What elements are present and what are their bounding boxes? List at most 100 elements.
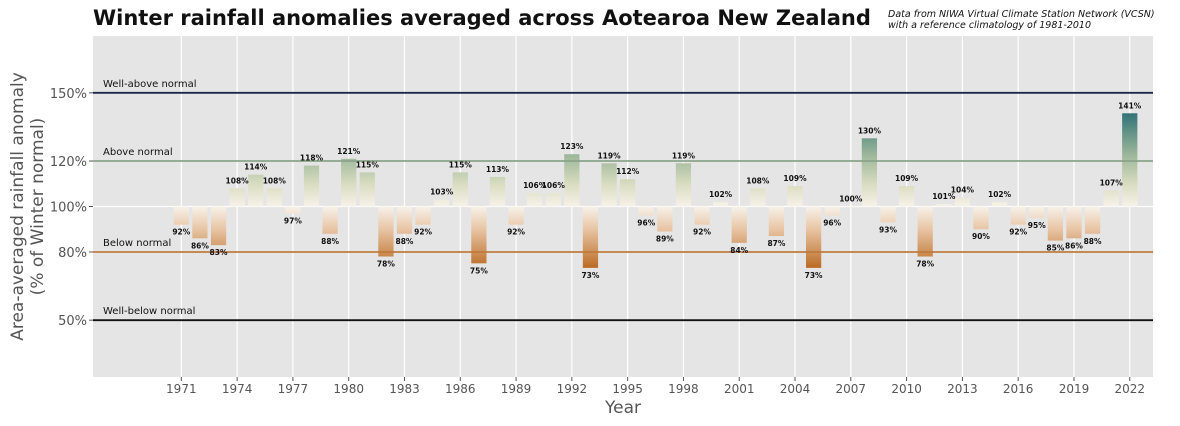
data-label-1999: 92%	[693, 228, 711, 237]
reference-label-2: Below normal	[103, 238, 171, 249]
data-label-1984: 92%	[414, 228, 432, 237]
x-tick-label-2013: 2013	[947, 382, 978, 396]
data-label-1979: 88%	[321, 237, 339, 246]
x-tick-label-1971: 1971	[166, 382, 197, 396]
bar-1992	[564, 154, 580, 207]
bar-2010	[898, 186, 915, 207]
data-label-2000: 102%	[709, 190, 733, 199]
bar-2001	[731, 206, 747, 243]
chart-title: Winter rainfall anomalies averaged acros…	[93, 6, 871, 30]
bar-2006	[824, 206, 840, 216]
data-label-2003: 87%	[767, 239, 785, 248]
x-tick-label-1992: 1992	[557, 382, 588, 396]
bar-2016	[1010, 206, 1026, 225]
bar-1983	[396, 206, 413, 234]
bar-2007	[843, 206, 859, 208]
x-tick-label-1980: 1980	[333, 382, 364, 396]
data-label-1987: 75%	[470, 266, 488, 275]
bar-2019	[1066, 206, 1082, 239]
data-label-1996: 96%	[637, 219, 655, 228]
bar-1999	[694, 206, 710, 225]
data-label-2004: 109%	[783, 174, 807, 183]
data-label-1978: 118%	[300, 154, 324, 163]
bar-1975	[248, 174, 264, 207]
source-note-line1: Data from NIWA Virtual Climate Station N…	[888, 9, 1155, 20]
bar-1984	[415, 206, 431, 225]
data-label-1976: 108%	[263, 176, 287, 185]
data-label-2015: 102%	[988, 190, 1012, 199]
x-tick-label-2001: 2001	[724, 382, 755, 396]
data-label-2002: 108%	[746, 176, 770, 185]
bar-1980	[341, 158, 357, 207]
bar-1987	[471, 206, 487, 264]
data-label-2012: 101%	[932, 192, 956, 201]
bar-1989	[508, 206, 524, 225]
bar-1986	[452, 172, 468, 207]
data-label-2006: 96%	[823, 219, 841, 228]
x-tick-label-2022: 2022	[1114, 382, 1145, 396]
reference-label-0: Well-above normal	[103, 79, 197, 90]
y-tick-label-4: 50%	[58, 314, 87, 329]
bar-1993	[582, 206, 599, 268]
x-tick-label-1974: 1974	[222, 382, 253, 396]
bar-1974	[229, 188, 245, 207]
bar-2013	[954, 197, 971, 207]
x-tick-label-1995: 1995	[612, 382, 643, 396]
data-label-1982: 78%	[377, 260, 395, 269]
bar-2009	[880, 206, 896, 223]
bar-1991	[545, 192, 561, 207]
data-label-1974: 108%	[226, 176, 250, 185]
x-axis-title: Year	[604, 398, 641, 418]
data-label-1983: 88%	[396, 237, 414, 246]
data-label-1989: 92%	[507, 228, 525, 237]
y-tick-label-1: 120%	[50, 155, 87, 170]
data-label-1995: 112%	[616, 167, 640, 176]
bar-1998	[675, 163, 692, 207]
data-label-1986: 115%	[449, 160, 473, 169]
bar-1996	[638, 206, 654, 216]
x-tick-label-1989: 1989	[501, 382, 532, 396]
bar-1995	[620, 179, 636, 207]
data-label-2010: 109%	[895, 174, 919, 183]
x-tick-label-2007: 2007	[836, 382, 867, 396]
x-tick-label-1977: 1977	[278, 382, 309, 396]
x-tick-label-2010: 2010	[891, 382, 922, 396]
bar-2004	[787, 186, 803, 207]
bar-2015	[991, 201, 1008, 207]
data-label-2021: 107%	[1100, 179, 1124, 188]
data-label-2001: 84%	[730, 246, 748, 255]
bar-1981	[359, 172, 375, 207]
bar-1971	[173, 206, 189, 225]
data-label-2018: 85%	[1046, 244, 1064, 253]
y-tick-label-3: 80%	[58, 246, 87, 261]
bar-1982	[378, 206, 394, 257]
data-label-1972: 86%	[191, 241, 209, 250]
x-tick-label-2019: 2019	[1059, 382, 1090, 396]
data-label-1973: 83%	[210, 248, 228, 257]
bar-1994	[601, 163, 617, 207]
bar-2020	[1084, 206, 1101, 234]
x-tick-label-2004: 2004	[780, 382, 811, 396]
data-label-1990: 106%	[523, 181, 547, 190]
data-label-2022: 141%	[1118, 101, 1142, 110]
bar-2022	[1122, 113, 1138, 207]
bar-2008	[861, 138, 878, 207]
data-label-1981: 115%	[356, 160, 380, 169]
data-label-1980: 121%	[337, 147, 361, 156]
source-note: Data from NIWA Virtual Climate Station N…	[888, 9, 1155, 31]
bar-1979	[322, 206, 338, 234]
bar-1990	[527, 192, 543, 207]
source-note-line2: with a reference climatology of 1981-201…	[888, 20, 1092, 31]
reference-label-3: Well-below normal	[103, 306, 195, 317]
bar-1973	[210, 206, 227, 246]
bar-2012	[936, 204, 952, 207]
bar-2011	[917, 206, 933, 257]
y-axis-title-line1: Area-averaged rainfall anomaly	[8, 72, 28, 341]
bar-1978	[303, 165, 320, 207]
bar-2002	[750, 188, 766, 207]
x-tick-label-1983: 1983	[389, 382, 420, 396]
data-label-1993: 73%	[581, 271, 599, 280]
data-label-2008: 130%	[858, 126, 882, 135]
data-label-2007: 100%	[839, 195, 863, 204]
